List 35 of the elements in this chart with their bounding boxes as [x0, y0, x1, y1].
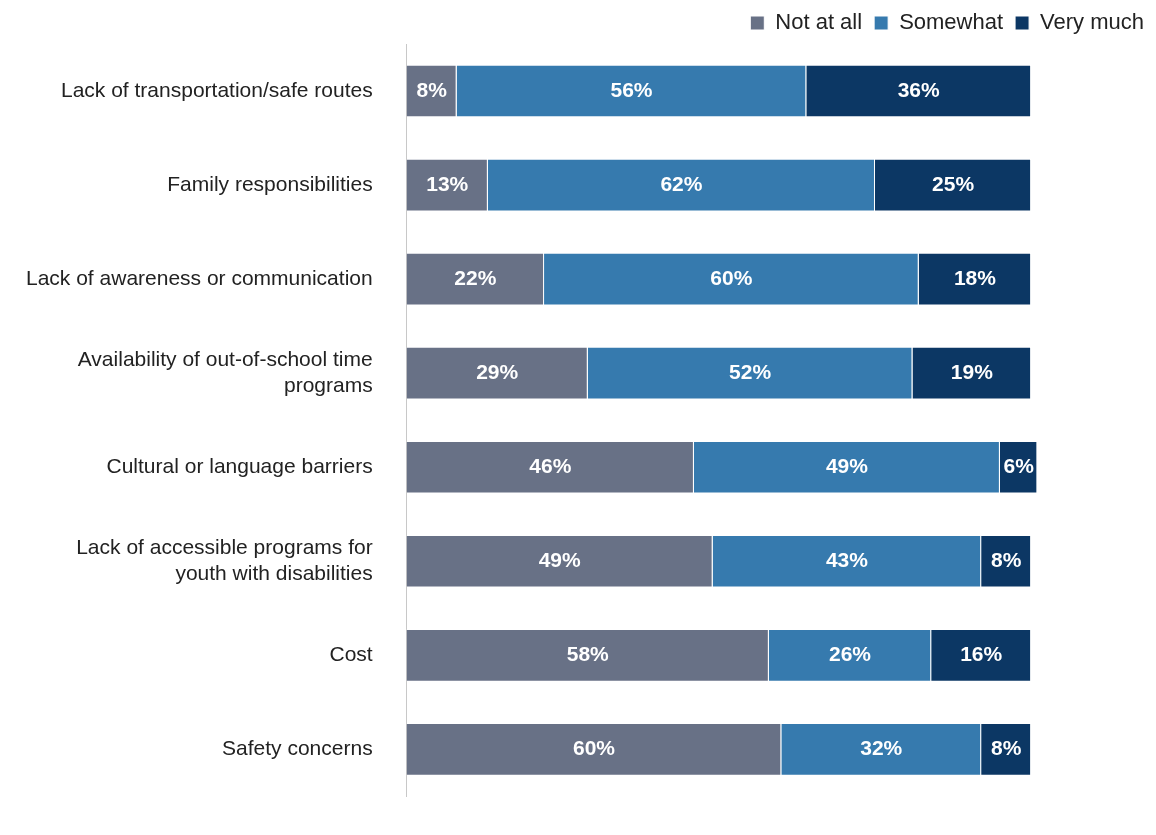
- data-label: 13%: [426, 171, 469, 195]
- data-label: 16%: [960, 642, 1003, 666]
- data-label: 60%: [710, 265, 753, 289]
- data-label: 52%: [729, 359, 772, 383]
- y-tick-label: Safety concerns: [222, 736, 373, 760]
- data-label: 43%: [825, 548, 869, 572]
- data-label: 8%: [416, 77, 448, 101]
- data-label: 6%: [1003, 454, 1035, 478]
- data-label: 25%: [932, 171, 975, 195]
- y-tick-label: Lack of transportation/safe routes: [60, 77, 373, 101]
- data-label: 58%: [566, 642, 610, 666]
- data-label: 46%: [529, 454, 572, 478]
- legend-label: Not at all: [775, 9, 863, 35]
- data-label: 62%: [660, 171, 703, 195]
- data-label: 26%: [829, 642, 872, 666]
- legend-label: Somewhat: [899, 9, 1004, 35]
- data-label: 49%: [825, 454, 869, 478]
- data-label: 49%: [538, 548, 581, 572]
- y-tick-label: Cultural or language barriers: [106, 454, 373, 478]
- y-tick-label: Family responsibilities: [167, 171, 373, 195]
- data-label: 60%: [572, 736, 616, 760]
- data-label: 8%: [990, 548, 1022, 572]
- data-label: 32%: [860, 736, 903, 760]
- y-tick-label: Cost: [329, 642, 373, 666]
- y-tick-label: Lack of accessible programs for youth with disabilities: [76, 535, 373, 584]
- legend-label: Very much: [1040, 9, 1145, 35]
- data-label: 8%: [990, 736, 1022, 760]
- data-label: 29%: [476, 359, 519, 383]
- data-label: 36%: [897, 77, 941, 101]
- data-label: 22%: [454, 265, 497, 289]
- data-label: 56%: [610, 77, 653, 101]
- data-label: 18%: [953, 265, 997, 289]
- data-label: 19%: [950, 359, 994, 383]
- y-tick-label: Lack of awareness or communication: [25, 265, 373, 289]
- y-tick-label: Availability of out-of-school time programs: [77, 347, 373, 396]
